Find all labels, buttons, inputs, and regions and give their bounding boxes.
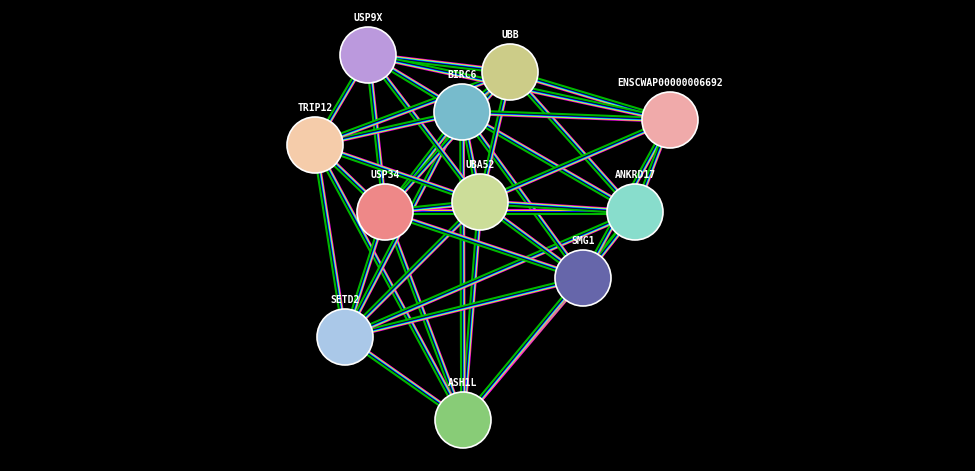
Text: USP34: USP34 bbox=[370, 170, 400, 180]
Circle shape bbox=[482, 44, 538, 100]
Text: BIRC6: BIRC6 bbox=[448, 70, 477, 80]
Circle shape bbox=[435, 392, 491, 448]
Text: ASH1L: ASH1L bbox=[448, 378, 478, 388]
Text: USP9X: USP9X bbox=[353, 13, 382, 23]
Circle shape bbox=[452, 174, 508, 230]
Circle shape bbox=[434, 84, 490, 140]
Text: SETD2: SETD2 bbox=[331, 295, 360, 305]
Text: UBA52: UBA52 bbox=[465, 160, 494, 170]
Text: ENSCWAP00000006692: ENSCWAP00000006692 bbox=[617, 78, 722, 88]
Text: SMG1: SMG1 bbox=[571, 236, 595, 246]
Circle shape bbox=[555, 250, 611, 306]
Circle shape bbox=[357, 184, 413, 240]
Circle shape bbox=[607, 184, 663, 240]
Circle shape bbox=[340, 27, 396, 83]
Circle shape bbox=[317, 309, 373, 365]
Circle shape bbox=[642, 92, 698, 148]
Text: TRIP12: TRIP12 bbox=[297, 103, 332, 113]
Circle shape bbox=[287, 117, 343, 173]
Text: ANKRD17: ANKRD17 bbox=[614, 170, 655, 180]
Text: UBB: UBB bbox=[501, 30, 519, 40]
